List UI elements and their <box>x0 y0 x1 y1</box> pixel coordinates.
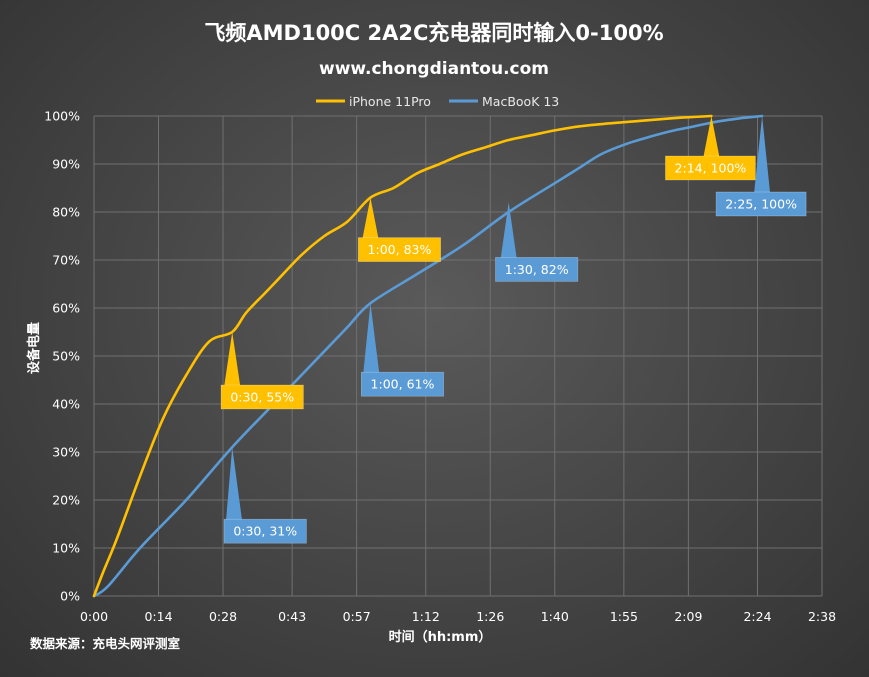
series-lines <box>92 114 764 598</box>
y-tick-label: 70% <box>52 253 80 268</box>
legend-label-iphone: iPhone 11Pro <box>349 94 431 109</box>
callout-pointer <box>500 202 517 259</box>
callout-pointer <box>224 332 241 386</box>
series-line-iphone <box>92 114 713 598</box>
callout-box <box>665 155 756 181</box>
callout-label: 1:30, 82% <box>505 262 569 277</box>
y-tick-label: 90% <box>52 157 80 172</box>
y-tick-label: 10% <box>52 541 80 556</box>
callout-box <box>223 518 307 544</box>
data-callout: 1:00, 83% <box>357 197 441 262</box>
callout-pointer <box>754 116 771 193</box>
legend: iPhone 11Pro MacBooK 13 <box>316 94 559 109</box>
x-tick-label: 0:28 <box>209 609 237 624</box>
callout-label: 1:00, 83% <box>368 242 432 257</box>
x-tick-label: 0:43 <box>278 609 306 624</box>
x-tick-label: 0:14 <box>144 609 172 624</box>
data-callout: 0:30, 55% <box>220 332 304 410</box>
data-callout: 1:00, 61% <box>360 303 444 397</box>
x-tick-label: 0:57 <box>343 609 371 624</box>
data-callout: 2:14, 100% <box>665 116 756 181</box>
x-tick-label: 1:40 <box>541 609 569 624</box>
callout-box <box>715 191 807 217</box>
grid <box>93 115 823 597</box>
callout-pointer <box>363 303 380 374</box>
chart-subtitle: www.chongdiantou.com <box>319 59 549 79</box>
callout-box <box>357 237 441 262</box>
x-tick-label: 1:12 <box>412 609 440 624</box>
callout-label: 0:30, 31% <box>233 524 297 539</box>
data-callout: 1:30, 82% <box>495 202 579 282</box>
callout-pointer <box>362 197 379 239</box>
callout-box <box>220 384 304 410</box>
callout-box <box>360 371 444 397</box>
y-tick-label: 60% <box>52 301 80 316</box>
chart-title: 飞频AMD100C 2A2C充电器同时输入0-100% <box>204 21 663 45</box>
x-tick-label: 2:09 <box>674 609 702 624</box>
y-tick-label: 40% <box>52 397 80 412</box>
legend-label-macbook: MacBooK 13 <box>482 94 559 109</box>
x-axis-ticks: 0:00 0:14 0:28 0:43 0:57 1:12 1:26 1:40 1:55 2:09… <box>80 609 836 624</box>
y-tick-label: 0% <box>60 589 80 604</box>
y-axis-label: 设备电量 <box>26 322 42 374</box>
x-axis-label: 时间（hh:mm） <box>389 629 492 645</box>
x-tick-label: 1:55 <box>610 609 638 624</box>
y-tick-label: 30% <box>52 445 80 460</box>
callout-pointer <box>226 447 243 521</box>
callout-label: 2:14, 100% <box>675 161 747 176</box>
y-tick-label: 20% <box>52 493 80 508</box>
y-tick-label: 50% <box>52 349 80 364</box>
callout-label: 2:25, 100% <box>725 197 797 212</box>
y-tick-label: 80% <box>52 205 80 220</box>
callout-pointer <box>703 116 720 157</box>
series-line-macbook <box>92 114 764 598</box>
callout-box <box>495 257 579 282</box>
x-tick-label: 2:38 <box>808 609 836 624</box>
data-callout: 0:30, 31% <box>223 447 307 544</box>
x-tick-label: 0:00 <box>80 609 108 624</box>
y-tick-label: 100% <box>44 109 80 124</box>
annotations: 0:30, 55% 1:00, 83% 2:14, 100% 0:30, 31% 1:0… <box>220 116 807 544</box>
callout-label: 0:30, 55% <box>230 390 294 405</box>
x-tick-label: 1:26 <box>476 609 504 624</box>
y-axis-ticks: 0% 10% 20% 30% 40% 50% 60% 70% 80% 90% 100% <box>44 109 80 604</box>
source-note: 数据来源：充电头网评测室 <box>29 636 181 651</box>
x-tick-label: 2:24 <box>743 609 771 624</box>
data-callout: 2:25, 100% <box>715 116 807 217</box>
callout-label: 1:00, 61% <box>371 377 435 392</box>
